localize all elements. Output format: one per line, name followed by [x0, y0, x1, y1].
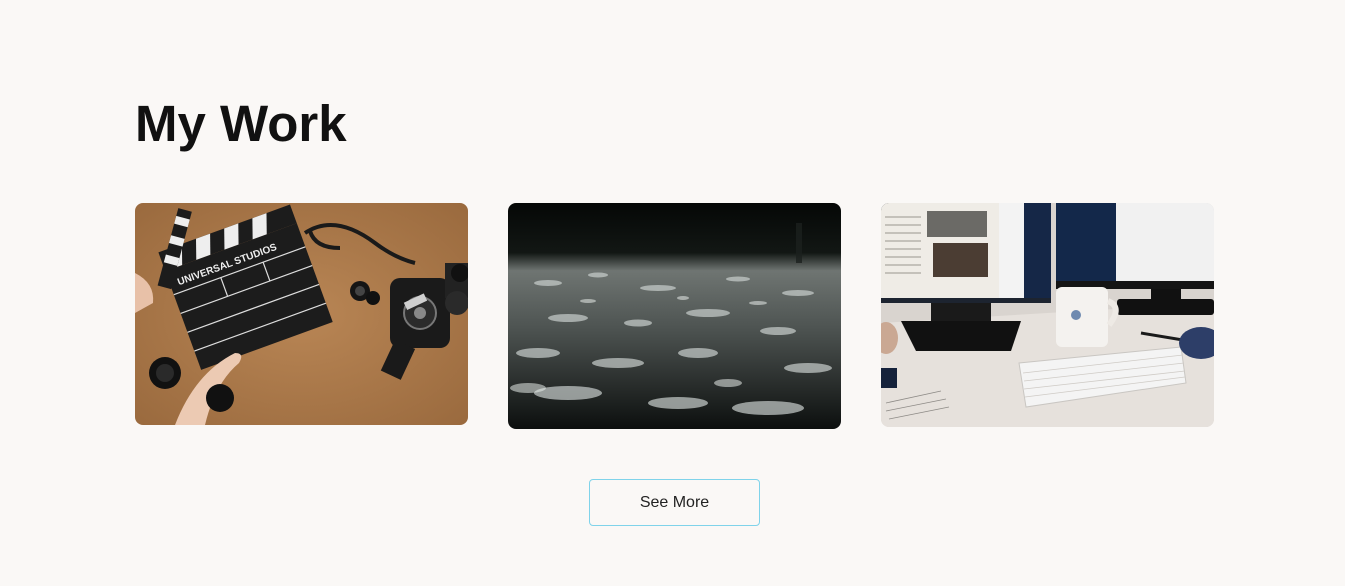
work-card-film[interactable]: UNIVERSAL STUDIOS [135, 203, 468, 425]
section-title: My Work [135, 95, 347, 152]
see-more-button[interactable]: See More [589, 479, 760, 526]
film-clapperboard-photo: UNIVERSAL STUDIOS [135, 203, 468, 425]
rain-puddle-photo [508, 203, 841, 429]
work-card-rain[interactable] [508, 203, 841, 429]
desk-computer-photo [881, 203, 1214, 427]
work-card-desk[interactable] [881, 203, 1214, 427]
